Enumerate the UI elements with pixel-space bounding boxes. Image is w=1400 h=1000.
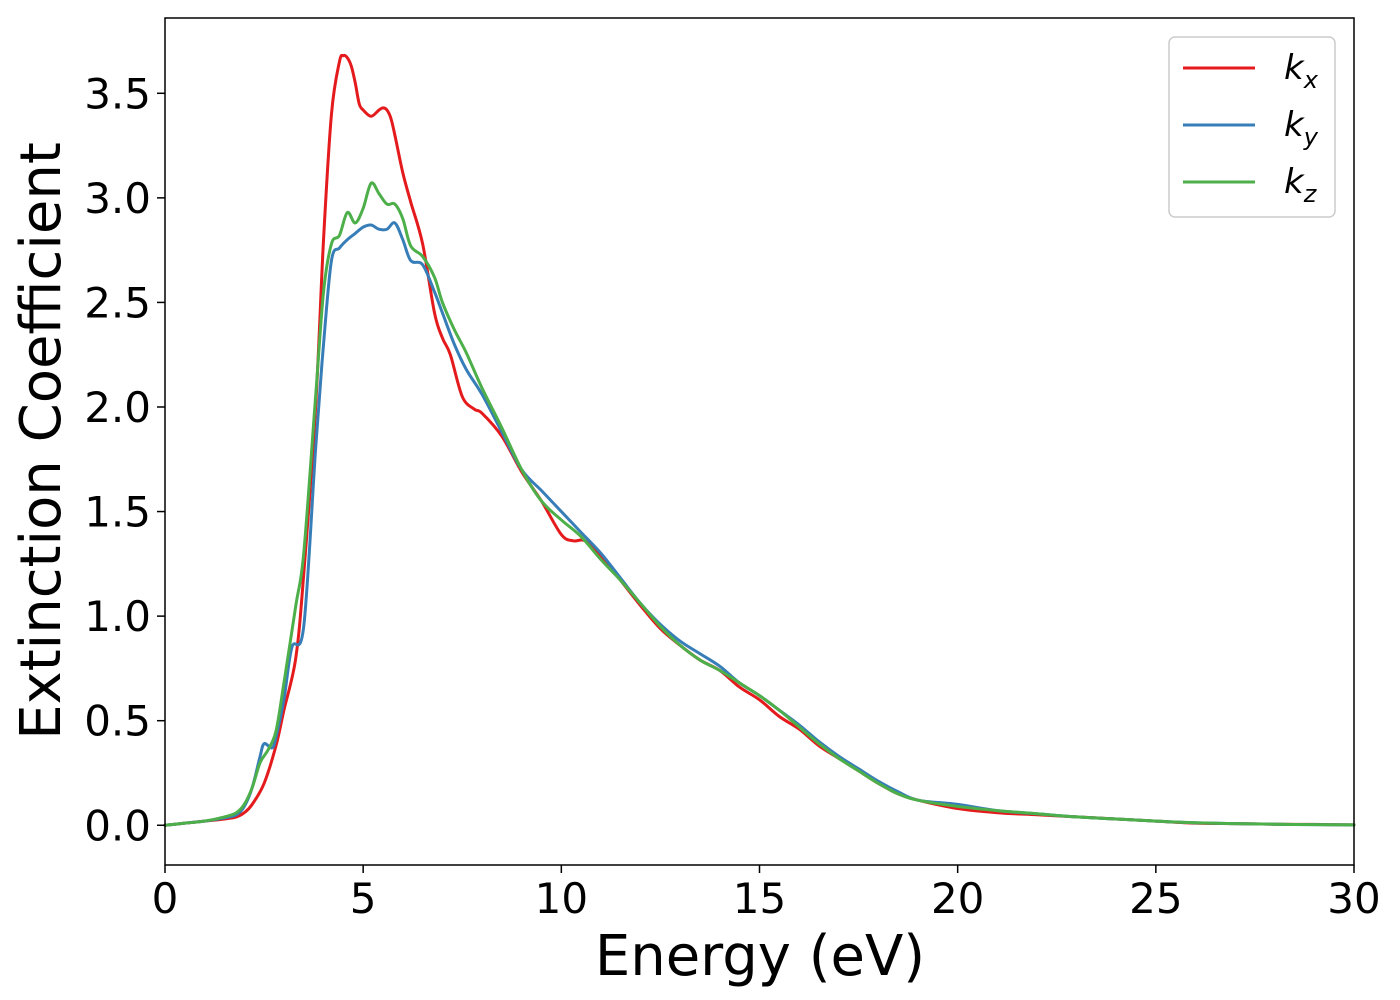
series-line-z — [163, 181, 1356, 827]
x-tick-label: 10 — [535, 874, 588, 923]
x-tick-label: 20 — [931, 874, 984, 923]
y-tick-label: 1.5 — [84, 488, 151, 537]
x-tick-label: 30 — [1327, 874, 1380, 923]
legend-label-y: ky — [1284, 105, 1319, 151]
x-tick-label: 5 — [350, 874, 377, 923]
x-tick-label: 15 — [733, 874, 786, 923]
legend-box — [1168, 36, 1336, 218]
x-axis-title: Energy (eV) — [595, 924, 925, 989]
y-axis: 0.0 0.5 1.0 1.5 2.0 2.5 3.0 3.5 — [84, 69, 165, 850]
x-tick-label: 25 — [1129, 874, 1182, 923]
x-axis: 0 5 10 15 20 25 30 — [152, 865, 1381, 923]
y-tick-label: 2.0 — [84, 383, 151, 432]
y-tick-label: 0.0 — [84, 801, 151, 850]
legend: kx ky kz — [1168, 36, 1336, 218]
y-tick-label: 3.5 — [84, 69, 151, 118]
series-layer — [163, 53, 1356, 827]
legend-label-z: kz — [1284, 162, 1318, 208]
y-tick-label: 0.5 — [84, 697, 151, 746]
y-tick-label: 1.0 — [84, 592, 151, 641]
x-tick-label: 0 — [152, 874, 179, 923]
y-axis-title: Extinction Coefficient — [9, 142, 74, 740]
legend-label-x: kx — [1284, 48, 1319, 94]
y-tick-label: 3.0 — [84, 174, 151, 223]
y-tick-label: 2.5 — [84, 278, 151, 327]
